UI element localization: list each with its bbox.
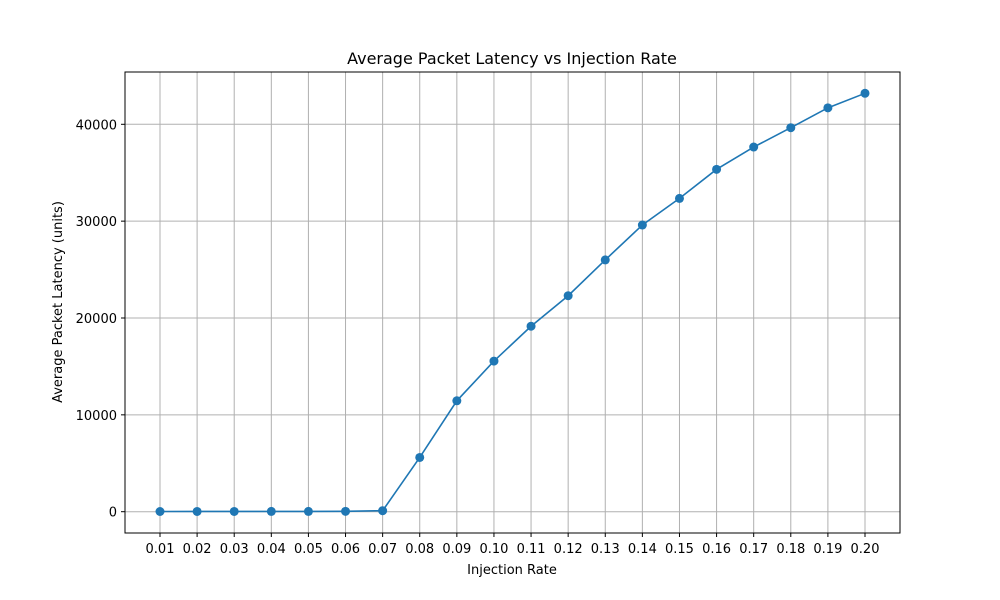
data-point-marker [823, 103, 833, 113]
data-point-marker [452, 396, 462, 406]
x-tick-label: 0.06 [331, 542, 360, 557]
series-lines [159, 92, 866, 513]
data-point-marker [155, 506, 165, 516]
x-tick-label: 0.05 [294, 542, 323, 557]
data-point-marker [303, 506, 313, 516]
plot-area-frame [124, 71, 901, 534]
x-tick-label: 0.12 [554, 542, 583, 557]
y-tick-label: 0 [109, 506, 117, 521]
y-tick-label: 20000 [76, 312, 117, 327]
x-tick-label: 0.02 [183, 542, 212, 557]
x-tick-label: 0.17 [739, 542, 768, 557]
data-point-marker [786, 123, 796, 133]
x-tick-label: 0.09 [442, 542, 471, 557]
x-tick-label: 0.15 [665, 542, 694, 557]
data-point-marker [563, 291, 573, 301]
chart-title: Average Packet Latency vs Injection Rate [347, 49, 677, 68]
x-axis-ticks: 0.01 0.02 0.03 0.04 0.05 0.06 0.07 0.08 0.09 0.10… [146, 533, 880, 557]
y-tick-label: 40000 [76, 118, 117, 133]
data-point-marker [378, 506, 388, 516]
x-tick-label: 0.19 [813, 542, 842, 557]
y-axis-label: Average Packet Latency (units) [51, 201, 66, 403]
x-tick-label: 0.08 [405, 542, 434, 557]
x-tick-label: 0.16 [702, 542, 731, 557]
y-tick-label: 10000 [76, 409, 117, 424]
series-markers [155, 88, 870, 516]
data-point-marker [637, 220, 647, 230]
x-tick-label: 0.03 [220, 542, 249, 557]
y-tick-label: 30000 [76, 215, 117, 230]
x-axis-label: Injection Rate [467, 563, 557, 578]
x-tick-label: 0.07 [368, 542, 397, 557]
data-point-marker [266, 506, 276, 516]
x-tick-label: 0.13 [591, 542, 620, 557]
x-tick-label: 0.18 [776, 542, 805, 557]
x-tick-label: 0.11 [517, 542, 546, 557]
data-point-marker [712, 164, 722, 174]
data-point-marker [192, 506, 202, 516]
x-tick-label: 0.14 [628, 542, 657, 557]
data-point-marker [600, 255, 610, 265]
data-point-marker [341, 506, 351, 516]
series-line [159, 92, 866, 513]
data-point-marker [229, 506, 239, 516]
x-tick-label: 0.04 [257, 542, 286, 557]
data-point-marker [526, 321, 536, 331]
x-tick-label: 0.20 [851, 542, 880, 557]
grid [125, 72, 900, 533]
y-axis-ticks: 0 10000 20000 30000 40000 [76, 118, 125, 521]
x-tick-label: 0.01 [146, 542, 175, 557]
data-point-marker [674, 193, 684, 203]
data-point-marker [860, 88, 870, 98]
data-point-marker [749, 142, 759, 152]
data-point-marker [415, 452, 425, 462]
x-tick-label: 0.10 [479, 542, 508, 557]
data-point-marker [489, 356, 499, 366]
